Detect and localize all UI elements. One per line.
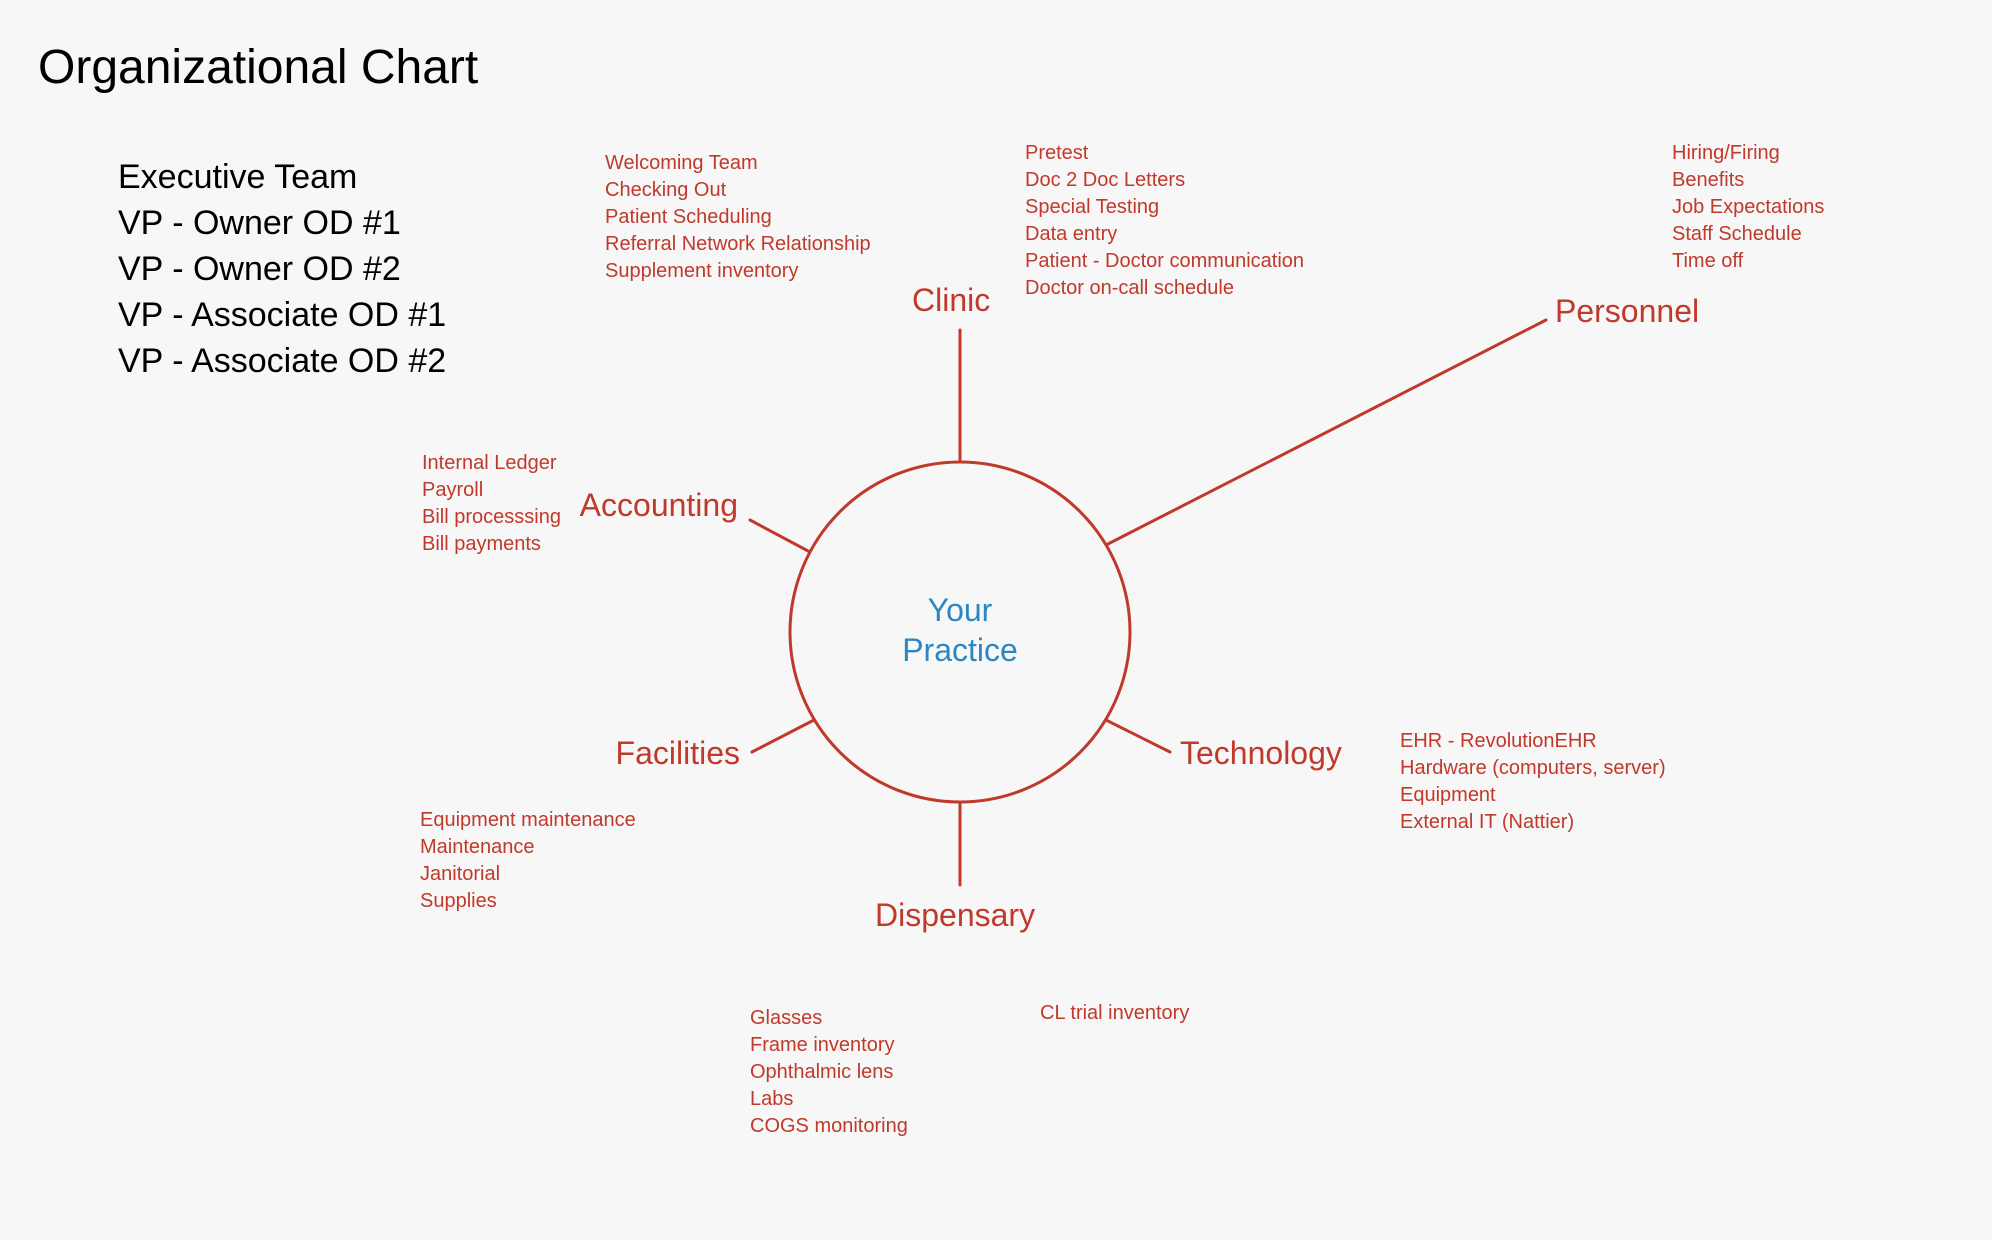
branch-item: Data entry	[1025, 221, 1304, 248]
branch-item: Labs	[750, 1086, 908, 1113]
branch-label-technology: Technology	[1180, 735, 1342, 772]
branch-item: Bill processsing	[422, 504, 561, 531]
center-label-line2: Practice	[840, 630, 1080, 670]
branch-item: Checking Out	[605, 177, 871, 204]
branch-item: Welcoming Team	[605, 150, 871, 177]
branch-item: Staff Schedule	[1672, 221, 1824, 248]
branch-item: Pretest	[1025, 140, 1304, 167]
branch-item: Referral Network Relationship	[605, 231, 871, 258]
branch-items-technology: EHR - RevolutionEHRHardware (computers, …	[1400, 728, 1666, 836]
branch-item: EHR - RevolutionEHR	[1400, 728, 1666, 755]
branch-item: Job Expectations	[1672, 194, 1824, 221]
branch-label-dispensary: Dispensary	[875, 897, 1035, 934]
branch-item: Doc 2 Doc Letters	[1025, 167, 1304, 194]
branch-item: COGS monitoring	[750, 1113, 908, 1140]
executive-team-block: Executive TeamVP - Owner OD #1VP - Owner…	[118, 155, 446, 384]
branch-item: Hardware (computers, server)	[1400, 755, 1666, 782]
branch-item: Supplement inventory	[605, 258, 871, 285]
connector-accounting	[750, 520, 810, 552]
executive-line: VP - Associate OD #1	[118, 293, 446, 339]
branch-item: Payroll	[422, 477, 561, 504]
branch-item: Special Testing	[1025, 194, 1304, 221]
branch-item: Maintenance	[420, 834, 636, 861]
branch-item: CL trial inventory	[1040, 1000, 1189, 1027]
branch-item: Bill payments	[422, 531, 561, 558]
branch-label-accounting: Accounting	[580, 487, 738, 524]
page-title: Organizational Chart	[38, 40, 478, 95]
branch-label-clinic: Clinic	[912, 282, 990, 319]
branch-item: Janitorial	[420, 861, 636, 888]
branch-items-dispensary: GlassesFrame inventoryOphthalmic lensLab…	[750, 1005, 908, 1140]
branch-items-accounting: Internal LedgerPayrollBill processsingBi…	[422, 450, 561, 558]
connector-personnel	[1106, 320, 1546, 545]
branch-item: Glasses	[750, 1005, 908, 1032]
branch-item: Benefits	[1672, 167, 1824, 194]
branch-items-facilities: Equipment maintenanceMaintenanceJanitori…	[420, 807, 636, 915]
branch-item: Patient Scheduling	[605, 204, 871, 231]
branch-items-personnel: Hiring/FiringBenefitsJob ExpectationsSta…	[1672, 140, 1824, 275]
branch-item: Time off	[1672, 248, 1824, 275]
executive-line: VP - Associate OD #2	[118, 339, 446, 385]
center-label: YourPractice	[840, 590, 1080, 670]
branch-item: Internal Ledger	[422, 450, 561, 477]
connector-facilities	[752, 720, 814, 752]
branch-item: Doctor on-call schedule	[1025, 275, 1304, 302]
connector-technology	[1106, 720, 1170, 752]
branch-item: Supplies	[420, 888, 636, 915]
branch-item: Equipment maintenance	[420, 807, 636, 834]
branch-item: External IT (Nattier)	[1400, 809, 1666, 836]
branch-item: Equipment	[1400, 782, 1666, 809]
executive-line: Executive Team	[118, 155, 446, 201]
executive-line: VP - Owner OD #2	[118, 247, 446, 293]
branch-item: Patient - Doctor communication	[1025, 248, 1304, 275]
branch-items-clinic: Welcoming TeamChecking OutPatient Schedu…	[605, 150, 871, 285]
branch-items-clinic: PretestDoc 2 Doc LettersSpecial TestingD…	[1025, 140, 1304, 302]
center-label-line1: Your	[840, 590, 1080, 630]
branch-items-dispensary: CL trial inventory	[1040, 1000, 1189, 1027]
executive-line: VP - Owner OD #1	[118, 201, 446, 247]
branch-label-facilities: Facilities	[616, 735, 740, 772]
branch-item: Frame inventory	[750, 1032, 908, 1059]
branch-item: Ophthalmic lens	[750, 1059, 908, 1086]
branch-label-personnel: Personnel	[1555, 293, 1699, 330]
branch-item: Hiring/Firing	[1672, 140, 1824, 167]
